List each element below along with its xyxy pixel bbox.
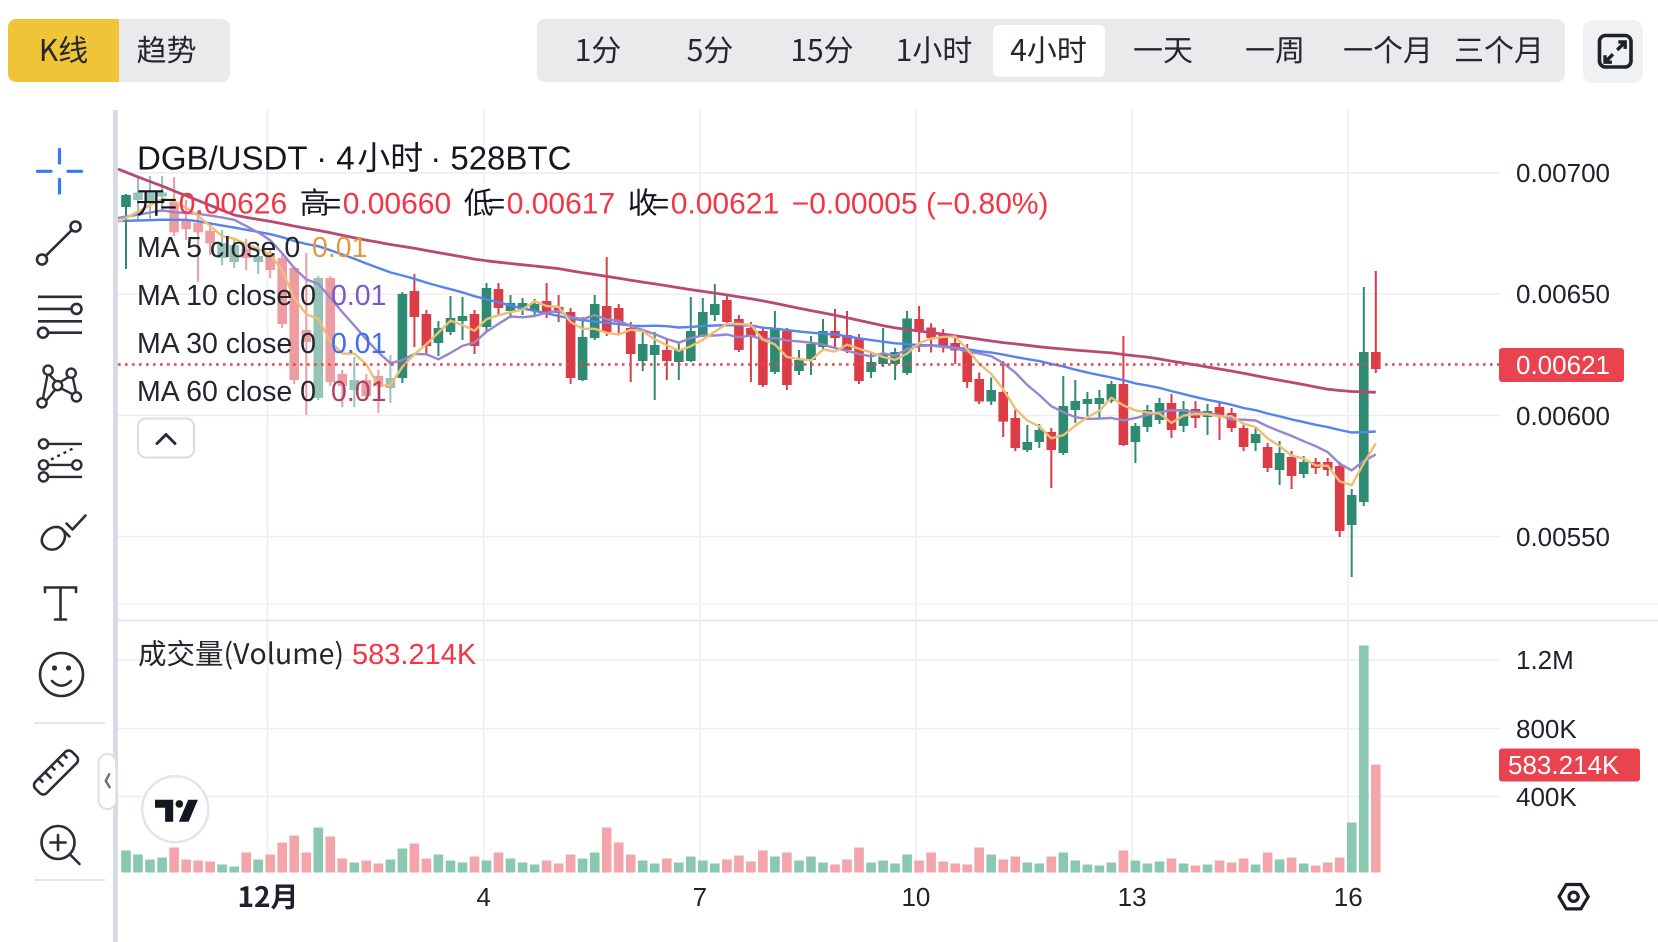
svg-text:583.214K: 583.214K (1508, 750, 1620, 780)
svg-text:0.00650: 0.00650 (1516, 279, 1610, 309)
svg-text:0.00550: 0.00550 (1516, 522, 1610, 552)
svg-text:· 528BTC: · 528BTC (430, 140, 571, 177)
svg-text:=: = (652, 188, 670, 221)
svg-text:=: = (160, 188, 178, 221)
svg-text:0.00626: 0.00626 (179, 188, 287, 221)
svg-text:MA 10 close 0: MA 10 close 0 (137, 280, 316, 312)
svg-text:MA 30 close 0: MA 30 close 0 (137, 328, 316, 360)
svg-text:0.00621: 0.00621 (671, 188, 779, 221)
svg-text:MA 60 close 0: MA 60 close 0 (137, 376, 316, 408)
svg-text:583.214K: 583.214K (352, 639, 477, 671)
svg-text:0.00621: 0.00621 (1516, 350, 1610, 380)
svg-text:0.01: 0.01 (331, 280, 386, 312)
svg-text:0.00660: 0.00660 (343, 188, 451, 221)
svg-text:0.01: 0.01 (331, 376, 386, 408)
svg-text:10: 10 (901, 882, 930, 912)
svg-text:400K: 400K (1516, 782, 1577, 812)
svg-text:=: = (488, 188, 506, 221)
svg-text:4: 4 (476, 882, 490, 912)
svg-text:7: 7 (693, 882, 707, 912)
svg-text:0.00600: 0.00600 (1516, 401, 1610, 431)
svg-text:1.2M: 1.2M (1516, 645, 1574, 675)
svg-text:16: 16 (1334, 882, 1363, 912)
svg-text:800K: 800K (1516, 714, 1577, 744)
svg-text:MA 5 close 0: MA 5 close 0 (137, 232, 300, 264)
svg-text:13: 13 (1118, 882, 1147, 912)
svg-text:0.00700: 0.00700 (1516, 158, 1610, 188)
svg-text:−0.00005 (−0.80%): −0.00005 (−0.80%) (792, 188, 1049, 221)
svg-text:0.00617: 0.00617 (507, 188, 615, 221)
svg-text:0.01: 0.01 (312, 232, 367, 264)
svg-text:=: = (324, 188, 342, 221)
svg-text:DGB/USDT · 4: DGB/USDT · 4 (137, 140, 355, 177)
svg-text:0.01: 0.01 (331, 328, 386, 360)
